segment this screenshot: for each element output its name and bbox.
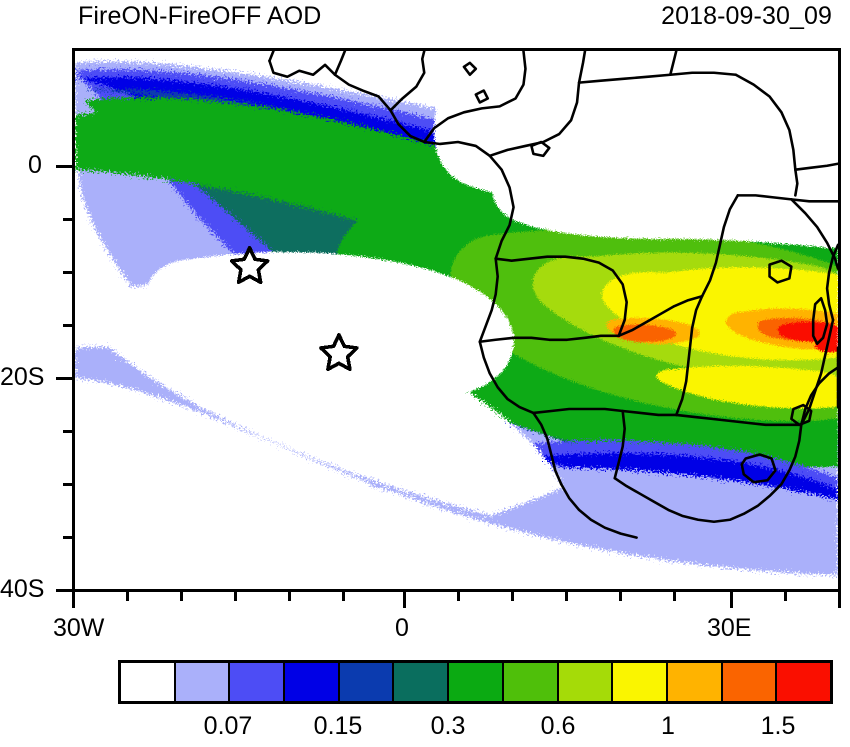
colorbar-cell-5[interactable] (394, 663, 450, 701)
x-axis-label-0: 0 (395, 614, 409, 642)
y-tick-minor (63, 324, 75, 327)
x-tick-major (730, 592, 733, 608)
y-axis-label-0: 0 (28, 151, 42, 179)
x-tick-minor (342, 592, 345, 601)
plot-title: FireON-FireOFF AOD (78, 2, 322, 30)
colorbar-label-0.15: 0.15 (313, 712, 363, 740)
colorbar-label-0.07: 0.07 (203, 712, 253, 740)
y-axis-label-20s: 20S (0, 363, 45, 391)
coastline-layer (268, 51, 838, 539)
colorbar-label-0.6: 0.6 (540, 712, 576, 740)
map-plot-area (72, 48, 841, 592)
x-tick-minor (784, 592, 787, 601)
station-markers (229, 246, 359, 372)
x-tick-minor (457, 592, 460, 601)
x-tick-minor (619, 592, 622, 601)
colorbar-cell-9[interactable] (613, 663, 668, 701)
colorbar-cell-11[interactable] (722, 663, 778, 701)
colorbar-label-1.5: 1.5 (760, 712, 796, 740)
colorbar-cell-4[interactable] (339, 663, 395, 701)
station-marker-2 (319, 333, 359, 372)
colorbar-cell-0[interactable] (121, 663, 176, 701)
colorbar[interactable] (118, 660, 833, 704)
y-axis-label-40s: 40S (0, 575, 45, 603)
colorbar-cell-2[interactable] (230, 663, 286, 701)
x-tick-major (403, 592, 406, 608)
y-tick-major (56, 377, 75, 380)
x-tick-minor (673, 592, 676, 601)
station-marker-1 (229, 246, 270, 285)
x-tick-minor (180, 592, 183, 601)
y-tick-major (56, 589, 75, 592)
colorbar-cell-3[interactable] (285, 663, 340, 701)
x-axis-label-30w: 30W (53, 614, 105, 642)
x-tick-minor (234, 592, 237, 601)
colorbar-cell-8[interactable] (558, 663, 614, 701)
y-tick-minor (63, 218, 75, 221)
x-axis-label-30e: 30E (707, 614, 752, 642)
y-tick-minor (63, 536, 75, 539)
x-tick-minor (288, 592, 291, 601)
x-tick-minor (126, 592, 129, 601)
colorbar-label-0.3: 0.3 (430, 712, 466, 740)
x-tick-major (72, 592, 75, 608)
x-tick-minor (565, 592, 568, 601)
colorbar-cell-7[interactable] (503, 663, 559, 701)
plot-date-label: 2018-09-30_09 (661, 2, 832, 30)
x-tick-major (838, 592, 841, 608)
x-tick-minor (511, 592, 514, 601)
colorbar-cell-10[interactable] (667, 663, 723, 701)
y-tick-minor (63, 483, 75, 486)
y-tick-major (56, 165, 75, 168)
y-tick-minor (63, 430, 75, 433)
y-tick-minor (63, 271, 75, 274)
map-field-raster (75, 51, 838, 589)
colorbar-cell-1[interactable] (175, 663, 231, 701)
colorbar-label-1: 1 (661, 712, 675, 740)
colorbar-cell-12[interactable] (777, 663, 830, 701)
colorbar-cell-6[interactable] (449, 663, 504, 701)
